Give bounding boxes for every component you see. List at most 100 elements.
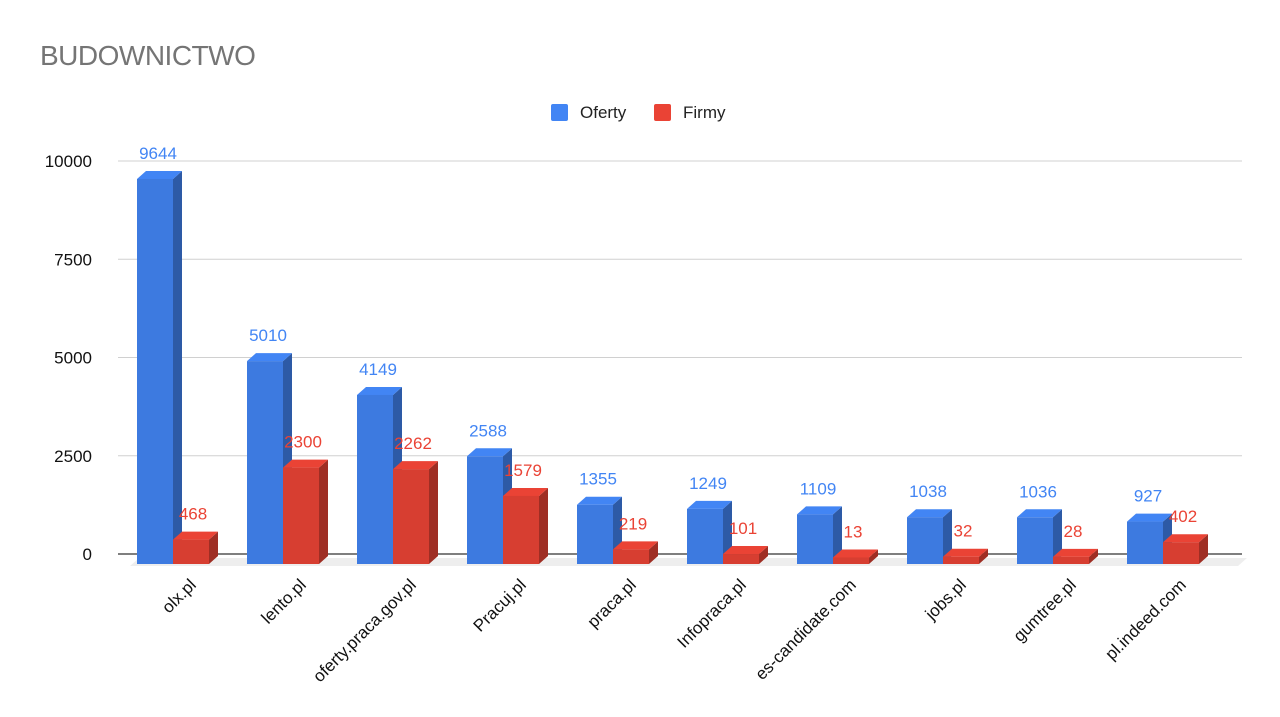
bar-side	[759, 546, 768, 564]
bar-oferty-7[interactable]	[907, 509, 952, 564]
data-label-oferty: 1109	[800, 479, 837, 498]
data-label-oferty: 1036	[1019, 482, 1057, 501]
data-label-firmy: 402	[1169, 507, 1197, 526]
legend[interactable]: Oferty Firmy	[551, 103, 726, 122]
legend-swatch	[551, 104, 568, 121]
data-label-oferty: 1249	[689, 474, 727, 493]
bar-front	[943, 556, 979, 564]
x-tick-label: Infopraca.pl	[674, 575, 750, 651]
bar-top	[797, 506, 842, 515]
bar-side	[1053, 509, 1062, 564]
bar-top	[1017, 509, 1062, 518]
bar-firmy-4[interactable]	[613, 541, 658, 564]
bar-front	[1017, 517, 1053, 564]
y-tick-label: 2500	[54, 447, 92, 466]
bar-firmy-2[interactable]	[393, 461, 438, 564]
bar-side	[429, 461, 438, 564]
bar-side	[173, 170, 182, 565]
bar-front	[357, 394, 393, 564]
bar-front	[1053, 556, 1089, 564]
legend-label: Firmy	[683, 103, 726, 122]
bar-oferty-0[interactable]	[137, 170, 182, 565]
bar-oferty-8[interactable]	[1017, 509, 1062, 564]
data-label-firmy: 101	[729, 519, 757, 538]
bar-front	[503, 495, 539, 564]
bar-firmy-9[interactable]	[1163, 534, 1208, 564]
bar-top	[503, 487, 548, 496]
bar-oferty-4[interactable]	[577, 496, 622, 564]
bar-top	[687, 500, 732, 509]
bar-firmy-7[interactable]	[943, 548, 988, 564]
bar-front	[723, 554, 759, 564]
bar-front	[393, 469, 429, 564]
bar-front	[907, 517, 943, 564]
bar-front	[687, 508, 723, 564]
bar-top	[357, 386, 402, 395]
bar-firmy-5[interactable]	[723, 546, 768, 564]
data-label-firmy: 32	[954, 522, 973, 541]
data-label-firmy: 219	[619, 514, 647, 533]
bar-top	[1053, 548, 1098, 557]
bar-top	[833, 549, 878, 558]
legend-item-oferty[interactable]: Oferty	[551, 103, 627, 122]
data-label-firmy: 2300	[284, 433, 322, 452]
data-label-firmy: 468	[179, 505, 207, 524]
data-label-oferty: 927	[1134, 487, 1162, 506]
bar-top	[393, 461, 438, 470]
bar-front	[833, 557, 869, 564]
legend-swatch	[654, 104, 671, 121]
y-tick-label: 10000	[45, 152, 92, 171]
data-label-firmy: 13	[844, 522, 863, 541]
data-label-oferty: 9644	[139, 144, 177, 163]
data-label-oferty: 2588	[469, 421, 507, 440]
bar-side	[649, 541, 658, 564]
bar-front	[1163, 542, 1199, 564]
bar-top	[943, 548, 988, 557]
x-tick-label: oferty.praca.gov.pl	[309, 575, 420, 686]
bar-front	[1127, 521, 1163, 564]
bar-firmy-0[interactable]	[173, 531, 218, 564]
bar-side	[1089, 548, 1098, 564]
legend-label: Oferty	[580, 103, 627, 122]
bar-firmy-1[interactable]	[283, 459, 328, 564]
data-label-oferty: 1355	[579, 470, 617, 489]
x-tick-label: lento.pl	[258, 575, 310, 627]
bar-side	[943, 509, 952, 564]
data-label-firmy: 28	[1064, 522, 1083, 541]
legend-item-firmy[interactable]: Firmy	[654, 103, 726, 122]
bar-firmy-3[interactable]	[503, 487, 548, 564]
bar-top	[173, 531, 218, 540]
x-tick-label: jobs.pl	[921, 575, 970, 624]
bars	[137, 170, 1208, 565]
x-tick-label: Pracuj.pl	[470, 575, 530, 635]
y-tick-label: 5000	[54, 349, 92, 368]
bar-front	[173, 539, 209, 564]
x-tick-label: gumtree.pl	[1010, 575, 1080, 645]
bar-front	[797, 514, 833, 564]
y-tick-label: 7500	[54, 250, 92, 269]
bar-side	[979, 548, 988, 564]
x-tick-label: es-candidate.com	[752, 575, 860, 683]
x-tick-label: olx.pl	[158, 575, 199, 616]
data-label-oferty: 4149	[359, 360, 397, 379]
axes: 0 2500 5000 7500 10000 olx.pl lento.pl oferty.p…	[45, 152, 1190, 686]
data-labels: 9644 468 5010 2300 4149 2262 2588 1579 1355 219 12…	[139, 144, 1197, 541]
bar-top	[723, 546, 768, 555]
bar-top	[613, 541, 658, 550]
bar-oferty-6[interactable]	[797, 506, 842, 564]
data-label-oferty: 5010	[249, 326, 287, 345]
data-label-oferty: 1038	[909, 482, 947, 501]
bar-firmy-8[interactable]	[1053, 548, 1098, 564]
bar-firmy-6[interactable]	[833, 549, 878, 564]
bar-front	[613, 549, 649, 564]
bar-top	[247, 353, 292, 362]
bar-oferty-5[interactable]	[687, 500, 732, 564]
chart-title: BUDOWNICTWO	[40, 40, 256, 71]
bar-top	[137, 170, 182, 179]
x-tick-label: praca.pl	[584, 575, 640, 631]
bar-side	[539, 487, 548, 564]
y-tick-label: 0	[83, 545, 92, 564]
bar-top	[1163, 534, 1208, 543]
bar-front	[577, 504, 613, 564]
